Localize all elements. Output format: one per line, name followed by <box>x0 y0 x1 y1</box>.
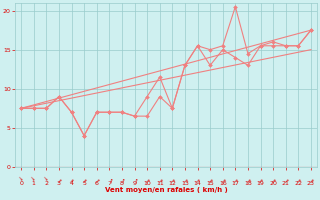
Text: ↓: ↓ <box>194 175 201 182</box>
X-axis label: Vent moyen/en rafales ( km/h ): Vent moyen/en rafales ( km/h ) <box>105 187 228 193</box>
Text: ↓: ↓ <box>219 175 226 182</box>
Text: ↓: ↓ <box>207 175 213 182</box>
Text: ↓: ↓ <box>257 175 264 182</box>
Text: ↓: ↓ <box>232 175 239 182</box>
Text: ↓: ↓ <box>18 175 25 182</box>
Text: ↓: ↓ <box>120 176 124 181</box>
Text: ↓: ↓ <box>308 175 314 182</box>
Text: ↓: ↓ <box>244 175 251 182</box>
Text: ↓: ↓ <box>282 175 289 182</box>
Text: ↓: ↓ <box>43 175 50 182</box>
Text: ↓: ↓ <box>270 175 276 182</box>
Text: ↓: ↓ <box>30 175 37 182</box>
Text: ↓: ↓ <box>144 175 150 182</box>
Text: ↓: ↓ <box>181 175 188 182</box>
Text: ↓: ↓ <box>156 175 163 182</box>
Text: ↓: ↓ <box>169 175 176 182</box>
Text: ↓: ↓ <box>295 175 302 182</box>
Text: ↓: ↓ <box>55 175 62 182</box>
Text: ↓: ↓ <box>93 175 100 182</box>
Text: ↓: ↓ <box>107 176 112 181</box>
Text: ↓: ↓ <box>81 175 88 182</box>
Text: ↓: ↓ <box>68 175 75 182</box>
Text: ↓: ↓ <box>132 176 137 181</box>
